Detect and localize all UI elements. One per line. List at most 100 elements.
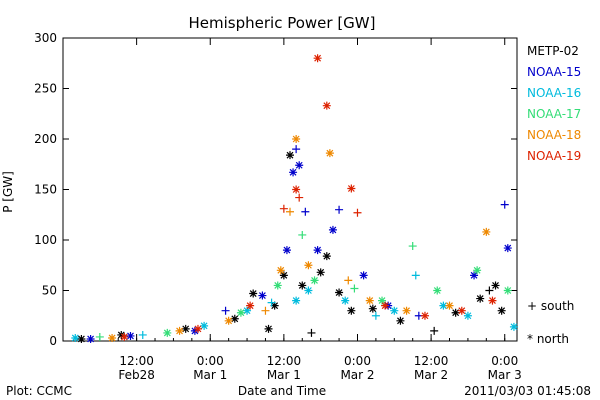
y-tick-label: 50 (42, 284, 57, 298)
north-marker (295, 161, 304, 170)
north-marker (304, 286, 313, 295)
y-tick-label: 150 (34, 183, 57, 197)
y-tick-label: 200 (34, 132, 57, 146)
north-marker (470, 271, 479, 280)
legend-item: NOAA-17 (527, 107, 581, 121)
y-tick-label: 0 (49, 334, 57, 348)
north-marker (270, 301, 279, 310)
south-marker (138, 330, 147, 339)
north-marker (282, 246, 291, 255)
south-marker (301, 207, 310, 216)
north-marker (181, 324, 190, 333)
north-marker (368, 304, 377, 313)
north-marker (365, 296, 374, 305)
north-marker (503, 286, 512, 295)
data-markers (71, 54, 518, 343)
south-marker (261, 306, 270, 315)
north-marker (476, 294, 485, 303)
north-marker (488, 296, 497, 305)
x-tick-label-time: 0:00 (344, 354, 371, 368)
south-marker (307, 328, 316, 337)
north-marker (71, 333, 80, 342)
north-marker (445, 301, 454, 310)
north-marker (86, 334, 95, 343)
north-marker (298, 281, 307, 290)
series-noaa-15 (86, 145, 512, 343)
north-marker (292, 296, 301, 305)
south-marker (350, 284, 359, 293)
x-tick-label-date: Mar 2 (414, 368, 448, 382)
marker-legend: + south * north (527, 299, 574, 346)
x-tick-label-time: 12:00 (119, 354, 154, 368)
north-marker (482, 227, 491, 236)
north-marker (316, 268, 325, 277)
x-tick-label-date: Mar 1 (193, 368, 227, 382)
y-tick-label: 250 (34, 82, 57, 96)
south-marker (292, 145, 301, 154)
north-marker (378, 296, 387, 305)
marker-legend-item: + south (527, 299, 574, 313)
y-axis: 0 50 100 150 200 250 300 (34, 31, 517, 348)
south-marker (408, 242, 417, 251)
south-marker (500, 200, 509, 209)
north-marker (258, 291, 267, 300)
y-axis-label: P [GW] (1, 171, 15, 213)
north-marker (246, 301, 255, 310)
north-marker (120, 332, 129, 341)
north-marker (509, 322, 518, 331)
x-tick-label-date: Mar 1 (267, 368, 301, 382)
legend-item: NOAA-16 (527, 86, 581, 100)
north-marker (341, 296, 350, 305)
plot-frame (62, 37, 518, 342)
north-marker (347, 306, 356, 315)
north-marker (286, 151, 294, 160)
north-marker (457, 306, 466, 315)
north-marker (276, 266, 285, 275)
north-marker (193, 324, 202, 333)
south-marker (411, 271, 420, 280)
x-tick-label-time: 0:00 (197, 354, 224, 368)
north-marker (279, 271, 288, 280)
north-marker (491, 281, 500, 290)
north-marker (313, 246, 322, 255)
south-marker (267, 298, 276, 307)
series-noaa-19 (120, 54, 497, 341)
north-marker (503, 244, 512, 253)
south-marker (353, 208, 362, 217)
north-marker (433, 286, 442, 295)
north-marker (325, 149, 334, 158)
legend-item: NOAA-18 (527, 128, 581, 142)
x-axis-label: Date and Time (238, 384, 326, 398)
series-noaa-17 (95, 230, 512, 341)
south-marker (335, 205, 344, 214)
north-marker (126, 331, 135, 340)
north-marker (402, 306, 411, 315)
north-marker (200, 321, 209, 330)
north-marker (292, 135, 301, 143)
north-marker (390, 306, 399, 315)
north-marker (322, 101, 331, 110)
north-marker (381, 301, 390, 310)
north-marker (322, 252, 331, 261)
north-marker (289, 168, 298, 177)
chart-title: Hemispheric Power [GW] (189, 14, 376, 32)
south-marker (485, 286, 494, 295)
plot-timestamp: 2011/03/03 01:45:08 (464, 384, 591, 398)
x-tick-label-time: 0:00 (491, 354, 518, 368)
north-marker (273, 281, 282, 290)
south-marker (298, 230, 307, 239)
south-marker (286, 207, 294, 216)
north-marker (420, 311, 429, 320)
footer-plot-credit: Plot: CCMC (6, 384, 72, 398)
north-marker (108, 333, 117, 342)
north-marker (328, 225, 337, 234)
north-marker (249, 289, 258, 298)
north-marker (224, 316, 233, 325)
north-marker (463, 311, 472, 320)
north-marker (451, 308, 460, 317)
legend-item: METP-02 (527, 44, 579, 58)
north-marker (313, 54, 322, 63)
north-marker (175, 326, 184, 335)
